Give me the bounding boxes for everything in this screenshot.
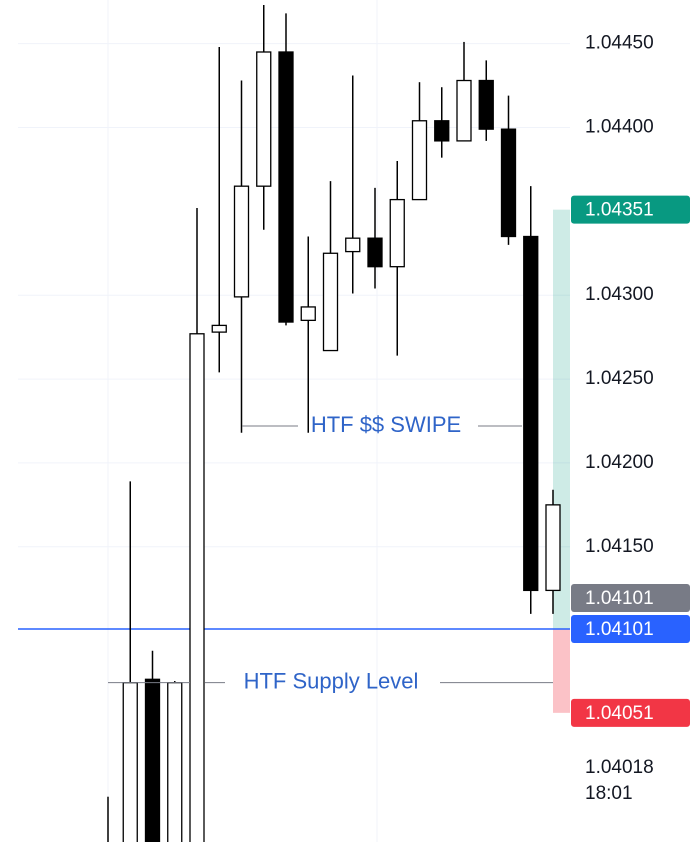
annotation-text: HTF Supply Level — [244, 668, 419, 693]
grid — [18, 43, 570, 548]
entry-label: 1.04101 — [585, 619, 654, 640]
candle-body — [300, 306, 316, 322]
candle-body — [167, 682, 183, 842]
candle-body — [122, 682, 138, 842]
y-tick-label: 1.04450 — [585, 33, 654, 54]
candle-body — [500, 128, 517, 238]
y-tick-label: 1.04150 — [585, 536, 654, 557]
candle-body — [367, 237, 383, 268]
annotations: HTF $$ SWIPE HTF Supply Level — [108, 412, 553, 693]
candles — [107, 5, 561, 842]
candle-body — [278, 51, 294, 323]
candle-body — [456, 79, 472, 142]
annotation-text: HTF $$ SWIPE — [311, 412, 461, 437]
candle-body — [411, 120, 428, 201]
position-zones — [18, 209, 570, 713]
last-price-label: 1.04101 — [585, 588, 654, 609]
y-tick-label: 1.04400 — [585, 116, 654, 137]
candle-body — [523, 235, 539, 592]
y-tick-label: 1.04250 — [585, 368, 654, 389]
stop-label: 1.04051 — [585, 703, 654, 724]
candle-body — [345, 237, 361, 253]
candle-body — [434, 120, 450, 142]
last-price-label-box — [571, 583, 690, 612]
countdown-time: 18:01 — [585, 783, 633, 804]
target-label: 1.04351 — [585, 200, 654, 221]
candle-body — [389, 198, 405, 268]
candle-body — [189, 333, 205, 842]
candle-body — [545, 504, 561, 592]
stop-label-box — [571, 698, 690, 727]
price-axis: 1.04450 1.04400 1.04300 1.04250 1.04200 1.041… — [571, 33, 690, 804]
candle-body — [144, 678, 161, 842]
y-tick-label: 1.04200 — [585, 452, 654, 473]
candle-body — [233, 185, 250, 298]
target-label-box — [571, 195, 690, 224]
candle-body — [211, 324, 227, 333]
entry-label-box — [571, 614, 690, 643]
stop-zone — [553, 628, 570, 713]
y-tick-label: 1.04300 — [585, 284, 654, 305]
candle-body — [256, 51, 272, 187]
candle-body — [322, 252, 339, 352]
countdown-price: 1.04018 — [585, 757, 654, 778]
candle-body — [478, 79, 494, 130]
